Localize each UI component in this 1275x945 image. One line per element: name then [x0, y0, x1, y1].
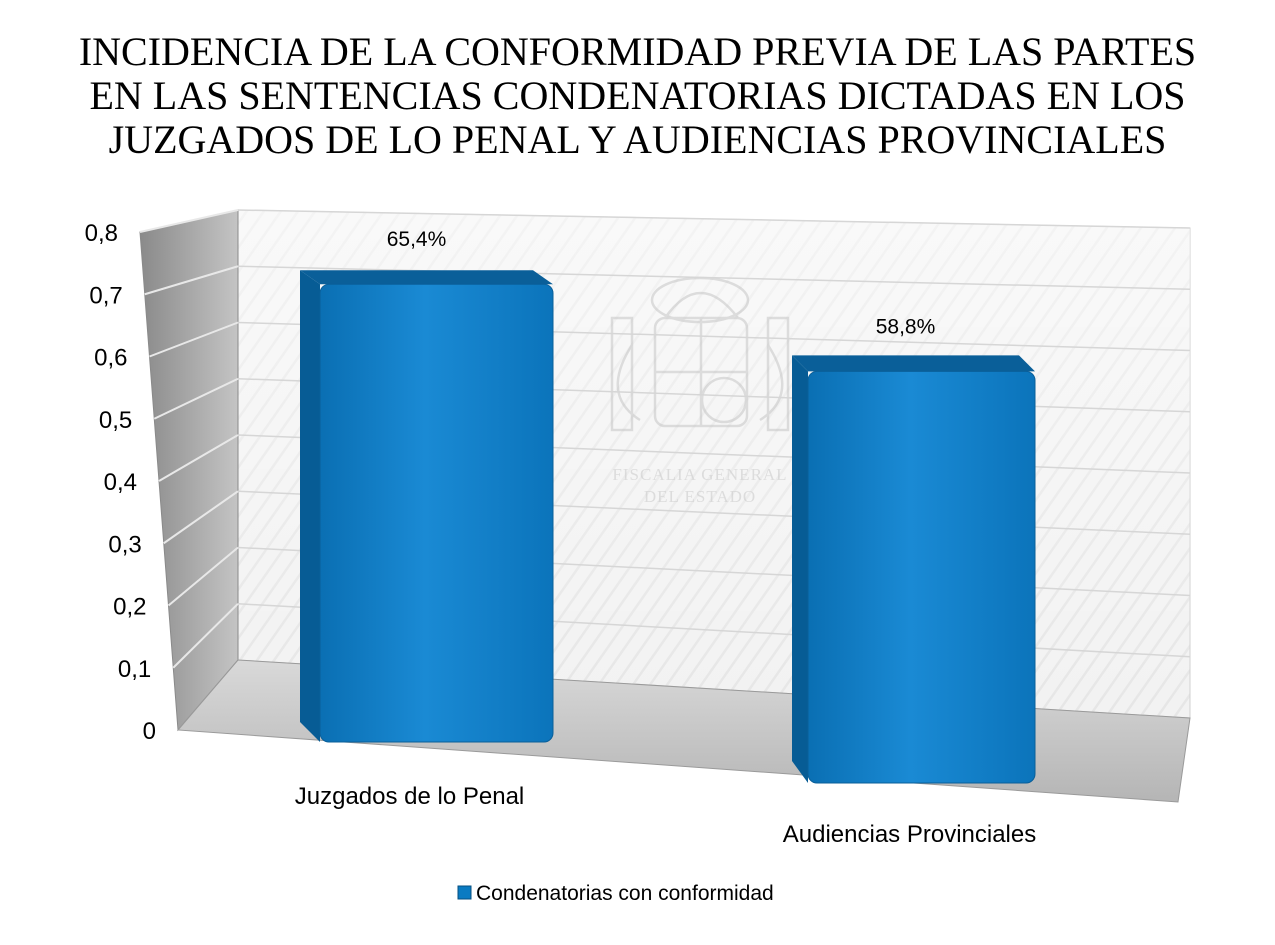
gridline-side-5: [153, 377, 239, 420]
bar-side: [792, 355, 808, 783]
y-tick-label: 0,8: [85, 220, 118, 247]
gridline-side-1: [172, 603, 239, 669]
gridline-side-8: [139, 209, 239, 233]
y-tick-label: 0,2: [113, 594, 146, 621]
gridline-back-8: [237, 209, 1191, 229]
gridline-side-6: [149, 321, 239, 358]
watermark-line-1: FISCALIA GENERAL: [612, 465, 787, 484]
bar-side: [300, 270, 320, 742]
bar-front: [319, 283, 554, 743]
chart-title-line-2: EN LAS SENTENCIAS CONDENATORIAS DICTADAS…: [89, 73, 1186, 118]
category-label-2: Audiencias Provinciales: [783, 821, 1036, 848]
chart-title: INCIDENCIA DE LA CONFORMIDAD PREVIA DE L…: [0, 30, 1275, 162]
y-tick-label: 0,6: [94, 345, 127, 372]
legend-label: Condenatorias con conformidad: [476, 882, 774, 905]
y-tick-label: 0: [143, 718, 156, 745]
legend: Condenatorias con conformidad: [457, 882, 774, 905]
chart-title-line-1: INCIDENCIA DE LA CONFORMIDAD PREVIA DE L…: [78, 29, 1197, 74]
gridline-back-7: [237, 265, 1191, 290]
watermark-seal: FISCALIA GENERAL DEL ESTADO: [610, 276, 790, 506]
y-tick-label: 0,3: [108, 531, 141, 558]
gridline-side-7: [144, 265, 239, 296]
data-label-2: 58,8%: [876, 315, 936, 338]
y-tick-label: 0,7: [89, 282, 122, 309]
bar-front: [807, 370, 1036, 784]
bar-top: [300, 270, 553, 285]
gridline-side-3: [163, 490, 239, 545]
legend-swatch: [457, 885, 472, 900]
chart-title-line-3: JUZGADOS DE LO PENAL Y AUDIENCIAS PROVIN…: [108, 117, 1167, 162]
bar-2: [792, 355, 1036, 784]
y-tick-label: 0,5: [99, 407, 132, 434]
bar-1: [300, 270, 554, 743]
bars: [300, 270, 1036, 784]
category-label-1: Juzgados de lo Penal: [295, 783, 525, 810]
gridline-side-4: [158, 434, 239, 482]
watermark-line-2: DEL ESTADO: [644, 487, 756, 506]
category-labels: Juzgados de lo Penal Audiencias Provincia…: [295, 783, 1036, 848]
y-tick-label: 0,1: [118, 656, 151, 683]
bar-top: [792, 355, 1035, 372]
y-axis-tick-labels: 0 0,1 0,2 0,3 0,4 0,5 0,6 0,7 0,8: [85, 220, 156, 745]
y-tick-label: 0,4: [104, 469, 137, 496]
data-labels: 65,4% 58,8%: [387, 228, 936, 338]
data-label-1: 65,4%: [387, 228, 447, 251]
gridline-side-2: [167, 546, 239, 607]
